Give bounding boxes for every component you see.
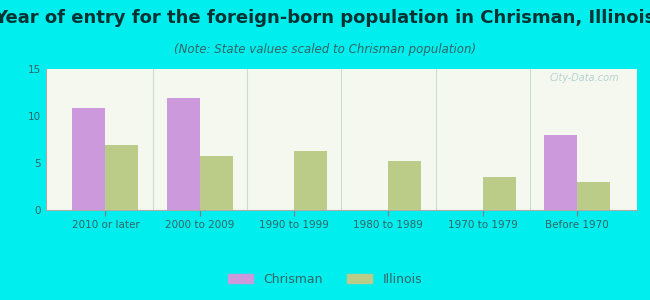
- Legend: Chrisman, Illinois: Chrisman, Illinois: [223, 268, 427, 291]
- Bar: [483, 177, 516, 210]
- Bar: [544, 135, 577, 210]
- Bar: [577, 182, 610, 210]
- Bar: [294, 151, 327, 210]
- Bar: [72, 109, 105, 210]
- Text: City-Data.com: City-Data.com: [550, 73, 619, 83]
- Bar: [389, 161, 421, 210]
- Bar: [166, 98, 200, 210]
- Text: (Note: State values scaled to Chrisman population): (Note: State values scaled to Chrisman p…: [174, 44, 476, 56]
- Bar: [200, 156, 233, 210]
- Text: Year of entry for the foreign-born population in Chrisman, Illinois: Year of entry for the foreign-born popul…: [0, 9, 650, 27]
- Bar: [105, 145, 138, 210]
